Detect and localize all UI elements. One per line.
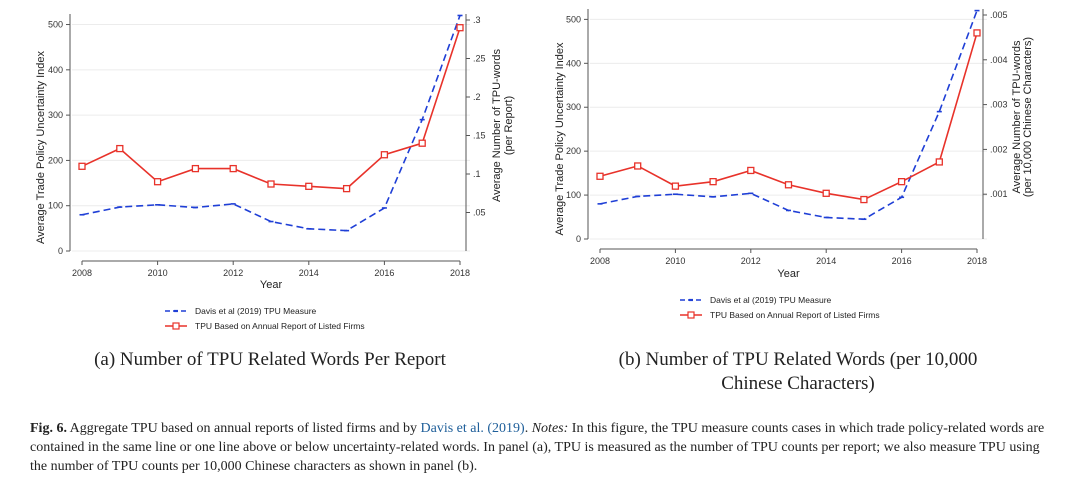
chart-panel-a: 0 100 200 300 400 500 2008 2010 2012 2014 2016 2018… xyxy=(35,14,515,331)
left-tick-label: 300 xyxy=(48,110,63,120)
figure-caption: Fig. 6. Aggregate TPU based on annual re… xyxy=(30,419,1050,476)
annual-report-point-marker xyxy=(822,189,830,197)
right-tick-label: .05 xyxy=(473,208,486,218)
annual-report-point-marker xyxy=(456,24,464,32)
right-tick-label: .2 xyxy=(473,92,481,102)
annual-report-point-marker xyxy=(380,151,389,159)
left-tick-label: 400 xyxy=(566,58,581,68)
right-tick-label: .001 xyxy=(990,189,1008,199)
annual-report-point-marker xyxy=(116,144,124,153)
x-tick-label: 2012 xyxy=(741,256,761,266)
right-tick-label: .005 xyxy=(990,10,1008,20)
left-tick-label: 200 xyxy=(48,155,63,165)
annual-report-point-marker xyxy=(784,181,793,189)
x-tick-label: 2016 xyxy=(892,256,912,266)
annual-report-point-marker xyxy=(78,162,86,170)
figure-label: Fig. 6. xyxy=(30,421,67,436)
left-tick-label: 100 xyxy=(566,190,581,200)
right-axis-label: (per 10,000 Chinese Characters) xyxy=(1022,37,1034,197)
legend-label: Davis et al (2019) TPU Measure xyxy=(710,295,832,305)
right-tick-label: .25 xyxy=(473,54,486,64)
left-axis-label: Average Trade Policy Uncertainty Index xyxy=(554,42,566,236)
annual-report-point-marker xyxy=(418,139,426,147)
left-axis-label: Average Trade Policy Uncertainty Index xyxy=(35,50,47,244)
right-tick-label: .15 xyxy=(473,131,486,141)
notes-label: Notes: xyxy=(531,421,569,436)
right-tick-label: .003 xyxy=(990,100,1008,110)
right-tick-label: .3 xyxy=(473,15,481,25)
chart-group: 0 100 200 300 400 500 2008 2010 2012 2014 2016 2018… xyxy=(35,14,515,331)
annual-report-series-line xyxy=(599,32,978,201)
annual-report-point-marker xyxy=(634,162,642,170)
x-tick-label: 2018 xyxy=(967,256,987,266)
caption-text-3: In this figure, the TPU measure counts c… xyxy=(30,421,1045,474)
legend-marker-swatch xyxy=(687,311,695,319)
left-tick-label: 400 xyxy=(48,65,63,75)
chart-panel-b: 0 100 200 300 400 500 2008 2010 2012 2014 2016 2018… xyxy=(554,9,1034,320)
legend-marker-swatch xyxy=(172,322,180,330)
x-tick-label: 2012 xyxy=(223,268,243,278)
annual-report-point-marker xyxy=(709,178,717,186)
caption-text-2: . xyxy=(524,421,532,436)
annual-report-point-marker xyxy=(973,29,981,37)
legend-label: TPU Based on Annual Report of Listed Fir… xyxy=(710,310,880,320)
x-tick-label: 2014 xyxy=(816,256,836,266)
left-tick-label: 100 xyxy=(48,201,63,211)
left-tick-label: 300 xyxy=(566,102,581,112)
annual-report-point-marker xyxy=(267,180,275,188)
legend-label: TPU Based on Annual Report of Listed Fir… xyxy=(195,321,365,331)
right-tick-label: .004 xyxy=(990,55,1008,65)
annual-report-point-marker xyxy=(596,172,604,180)
left-tick-label: 500 xyxy=(566,14,581,24)
left-tick-label: 0 xyxy=(58,246,63,256)
caption-text-1: Aggregate TPU based on annual reports of… xyxy=(66,421,421,436)
annual-report-point-marker xyxy=(747,166,755,175)
chart-group: 0 100 200 300 400 500 2008 2010 2012 2014 2016 2018… xyxy=(554,9,1034,320)
x-tick-label: 2014 xyxy=(299,268,319,278)
right-axis-label: Average Number of TPU-words xyxy=(491,48,503,202)
annual-report-point-marker xyxy=(935,158,943,166)
annual-report-point-marker xyxy=(229,164,237,173)
annual-report-point-marker xyxy=(305,182,313,190)
x-axis-label: Year xyxy=(777,268,800,280)
right-tick-label: .002 xyxy=(990,144,1008,154)
x-tick-label: 2010 xyxy=(148,268,168,278)
x-axis-label: Year xyxy=(260,279,283,291)
left-tick-label: 500 xyxy=(48,20,63,30)
davis-series-line xyxy=(81,15,461,232)
annual-report-point-marker xyxy=(153,178,162,186)
right-tick-label: .1 xyxy=(473,169,481,179)
right-axis-label: (per Report) xyxy=(503,96,515,155)
x-tick-label: 2010 xyxy=(665,256,685,266)
annual-report-point-marker xyxy=(191,164,200,173)
panel-b-caption: (b) Number of TPU Related Words (per 10,… xyxy=(618,349,978,394)
citation-link[interactable]: Davis et al. (2019) xyxy=(420,421,525,436)
legend-label: Davis et al (2019) TPU Measure xyxy=(195,306,317,316)
left-tick-label: 200 xyxy=(566,146,581,156)
x-tick-label: 2008 xyxy=(590,256,610,266)
annual-report-point-marker xyxy=(860,195,868,204)
annual-report-point-marker xyxy=(342,184,351,193)
x-tick-label: 2008 xyxy=(72,268,92,278)
right-axis-label: Average Number of TPU-words xyxy=(1011,40,1023,194)
left-tick-label: 0 xyxy=(576,234,581,244)
panel-a-caption: (a) Number of TPU Related Words Per Repo… xyxy=(94,349,446,370)
annual-report-point-marker xyxy=(671,182,680,190)
x-tick-label: 2016 xyxy=(374,268,394,278)
x-tick-label: 2018 xyxy=(450,268,470,278)
annual-report-point-marker xyxy=(897,178,906,186)
